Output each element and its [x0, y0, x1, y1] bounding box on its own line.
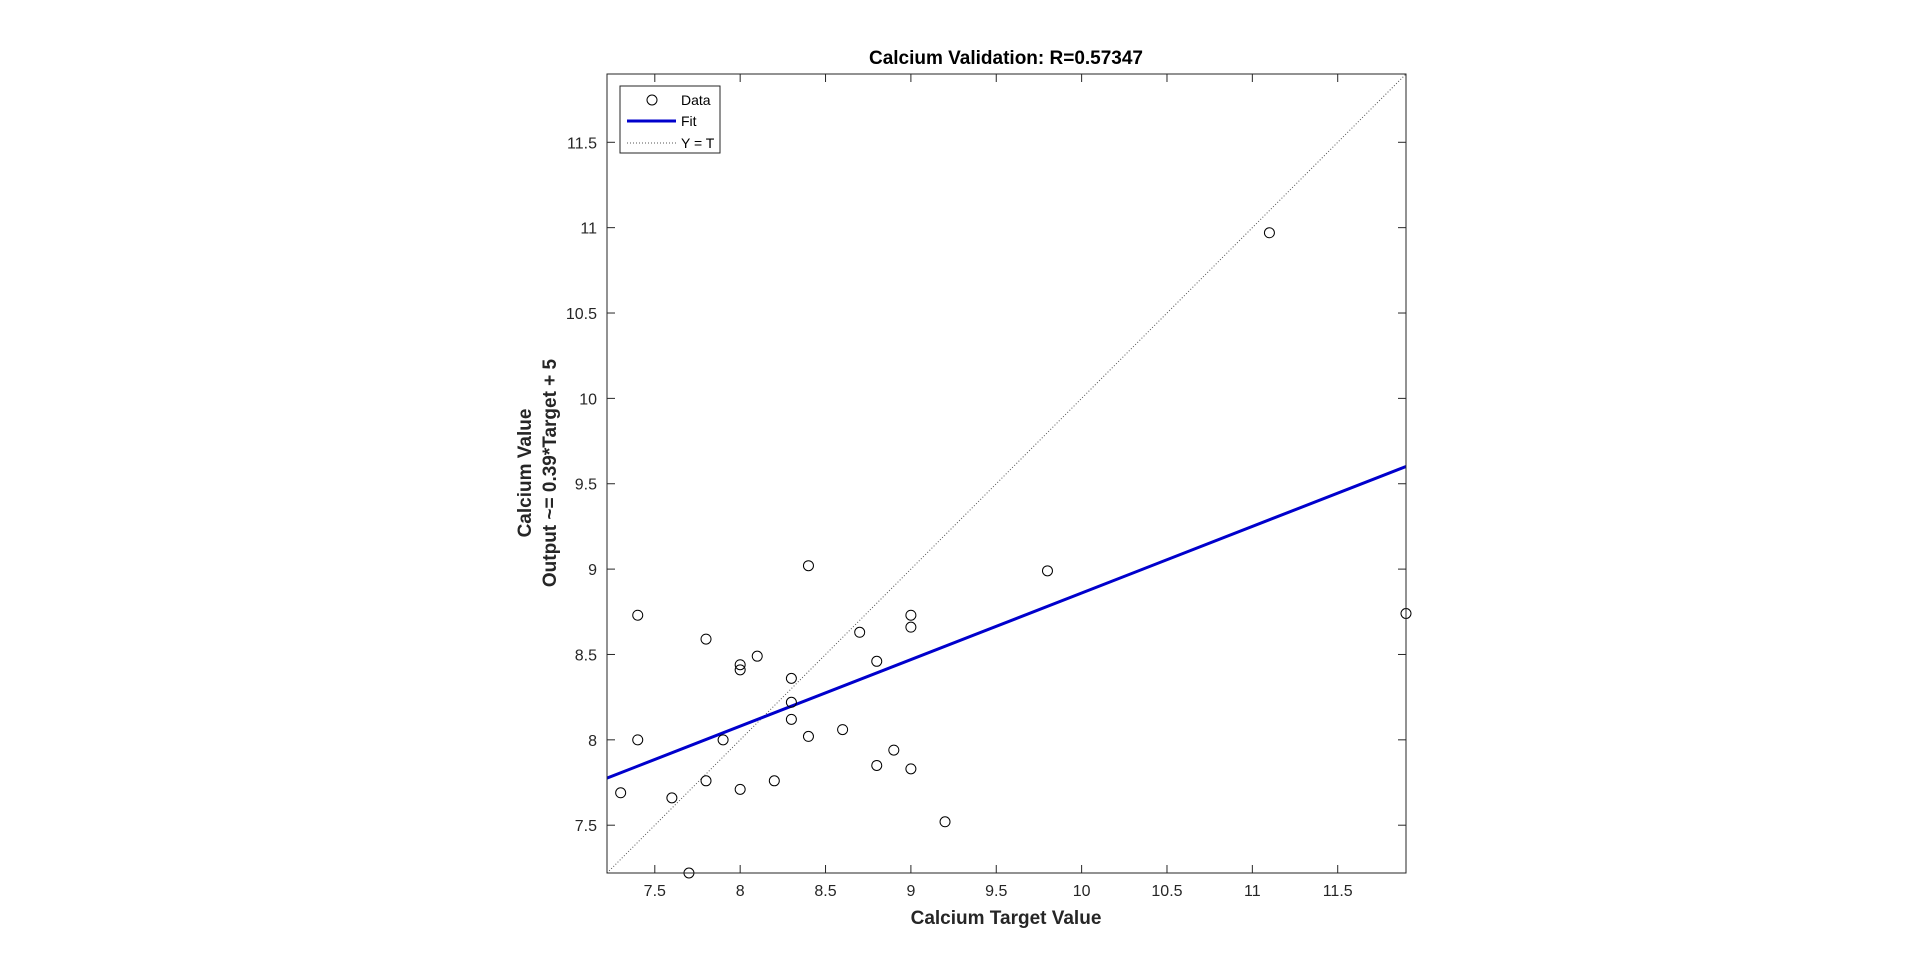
x-tick-label: 9.5	[985, 883, 1007, 900]
ticks-layer	[607, 74, 1406, 873]
data-point	[905, 621, 917, 633]
data-point	[837, 724, 849, 736]
lines-layer	[607, 74, 1406, 873]
axes-box	[606, 73, 1407, 874]
x-tick-label: 11	[1244, 883, 1261, 900]
data-point	[751, 650, 763, 662]
data-point	[700, 775, 712, 787]
data-point	[854, 626, 866, 638]
x-tick-labels: 7.5 8 8.5 9 9.5 10 10.5 11 11.5	[644, 883, 1353, 900]
y-tick-label: 9.5	[575, 477, 597, 494]
fit-line	[607, 465, 1406, 780]
y-tick-label: 8	[588, 733, 597, 750]
legend-label-identity: Y = T	[681, 135, 715, 151]
data-point	[768, 775, 780, 787]
y-tick-label: 11	[580, 221, 597, 238]
data-point	[888, 744, 900, 756]
data-point	[785, 696, 797, 708]
data-point	[785, 672, 797, 684]
y-axis-label-line2: Output ~= 0.39*Target + 5	[540, 358, 561, 587]
points-layer	[615, 227, 1412, 879]
data-point	[700, 633, 712, 645]
data-point	[785, 713, 797, 725]
data-point	[1263, 227, 1275, 239]
x-tick-label: 10.5	[1151, 883, 1182, 900]
x-tick-label: 8	[736, 883, 745, 900]
chart-title: Calcium Validation: R=0.57347	[869, 48, 1143, 69]
x-tick-label: 7.5	[644, 883, 666, 900]
y-tick-label: 10	[579, 391, 597, 408]
data-point	[939, 816, 951, 828]
legend: Data Fit Y = T	[619, 85, 721, 154]
y-tick-label: 10.5	[566, 306, 597, 323]
x-tick-label: 8.5	[814, 883, 836, 900]
data-point	[802, 730, 814, 742]
identity-line	[607, 74, 1406, 873]
x-tick-label: 11.5	[1323, 883, 1353, 900]
y-tick-label: 9	[588, 562, 597, 579]
y-tick-label: 11.5	[567, 135, 597, 152]
legend-label-fit: Fit	[681, 113, 697, 129]
data-point	[1041, 565, 1053, 577]
data-point	[905, 763, 917, 775]
y-tick-label: 8.5	[575, 647, 597, 664]
x-tick-label: 10	[1073, 883, 1091, 900]
x-axis-label: Calcium Target Value	[911, 908, 1102, 929]
legend-data-marker	[646, 94, 658, 106]
data-point	[734, 664, 746, 676]
data-point	[632, 609, 644, 621]
data-point	[666, 792, 678, 804]
y-axis-label-line1: Calcium Value	[515, 409, 536, 538]
data-point	[871, 759, 883, 771]
y-tick-label: 7.5	[575, 818, 597, 835]
data-point	[734, 659, 746, 671]
data-point	[632, 734, 644, 746]
data-point	[802, 560, 814, 572]
data-point	[615, 787, 627, 799]
data-point	[905, 609, 917, 621]
y-tick-labels: 7.5 8 8.5 9 9.5 10 10.5 11 11.5	[566, 135, 597, 835]
data-point	[717, 734, 729, 746]
data-point	[871, 655, 883, 667]
data-point	[734, 783, 746, 795]
legend-label-data: Data	[681, 92, 711, 108]
x-tick-label: 9	[906, 883, 915, 900]
